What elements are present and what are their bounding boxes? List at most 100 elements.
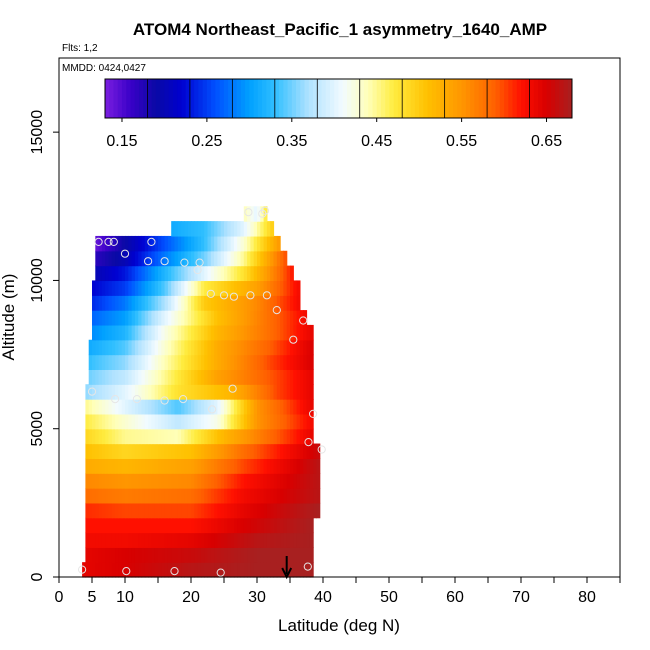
heatmap-cell bbox=[144, 413, 149, 430]
heatmap-cell bbox=[309, 532, 314, 548]
heatmap-cell bbox=[227, 488, 232, 504]
heatmap-cell bbox=[164, 428, 169, 445]
heatmap-cell bbox=[194, 324, 199, 341]
heatmap-cell bbox=[164, 532, 169, 548]
heatmap-cell bbox=[128, 384, 133, 400]
heatmap-cell bbox=[233, 517, 238, 534]
colorbar-swatch bbox=[185, 79, 191, 118]
heatmap-cell bbox=[144, 354, 149, 370]
heatmap-cell bbox=[158, 399, 162, 415]
heatmap-cell bbox=[243, 413, 248, 430]
colorbar-swatch bbox=[538, 79, 543, 118]
colorbar-swatch bbox=[414, 79, 420, 118]
heatmap-cell bbox=[138, 369, 143, 385]
heatmap-cell bbox=[128, 310, 133, 326]
heatmap-cell bbox=[276, 458, 281, 474]
heatmap-cell bbox=[270, 354, 275, 370]
heatmap-cell bbox=[306, 488, 311, 504]
heatmap-cell bbox=[128, 250, 133, 267]
heatmap-cell bbox=[187, 295, 192, 311]
heatmap-cell bbox=[309, 339, 314, 356]
heatmap-cell bbox=[134, 502, 139, 519]
heatmap-cell bbox=[290, 384, 294, 400]
heatmap-cell bbox=[121, 265, 126, 282]
heatmap-cell bbox=[280, 339, 284, 356]
heatmap-cell bbox=[230, 235, 235, 252]
heatmap-cell bbox=[111, 517, 116, 534]
heatmap-cell bbox=[224, 547, 228, 563]
heatmap-cell bbox=[286, 384, 291, 400]
plot-frame bbox=[58, 57, 621, 578]
heatmap-cell bbox=[233, 295, 238, 311]
heatmap-cell bbox=[197, 235, 202, 252]
heatmap-cell bbox=[224, 458, 228, 474]
heatmap-cell bbox=[134, 413, 139, 430]
heatmap-cell bbox=[299, 458, 304, 474]
heatmap-cell bbox=[227, 428, 232, 445]
heatmap-cell bbox=[187, 488, 192, 504]
heatmap-cell bbox=[290, 488, 294, 504]
heatmap-cell bbox=[309, 399, 314, 415]
heatmap-cell bbox=[171, 547, 176, 563]
colorbar-swatch bbox=[550, 79, 556, 118]
heatmap-cell bbox=[181, 413, 185, 430]
heatmap-cell bbox=[214, 458, 218, 474]
heatmap-cell bbox=[154, 413, 159, 430]
heatmap-cell bbox=[306, 443, 311, 459]
heatmap-cell bbox=[151, 517, 156, 534]
heatmap-cell bbox=[151, 310, 156, 326]
heatmap-cell bbox=[151, 413, 156, 430]
heatmap-cell bbox=[270, 547, 275, 563]
heatmap-cell bbox=[144, 547, 149, 563]
heatmap-cells bbox=[82, 206, 321, 578]
heatmap-cell bbox=[134, 488, 139, 504]
heatmap-cell bbox=[243, 399, 248, 415]
heatmap-cell bbox=[247, 443, 251, 459]
colorbar-swatch bbox=[504, 79, 509, 118]
heatmap-cell bbox=[151, 280, 156, 296]
colorbar-swatch bbox=[317, 79, 323, 118]
heatmap-cell bbox=[306, 354, 311, 370]
heatmap-cell bbox=[158, 473, 162, 489]
heatmap-cell bbox=[227, 369, 232, 385]
heatmap-cell bbox=[250, 339, 255, 356]
colorbar-swatch bbox=[436, 79, 441, 118]
heatmap-cell bbox=[243, 339, 248, 356]
heatmap-cell bbox=[108, 324, 113, 341]
heatmap-cell bbox=[131, 280, 136, 296]
heatmap-cell bbox=[286, 458, 291, 474]
sample-point bbox=[94, 237, 103, 246]
heatmap-cell bbox=[151, 324, 156, 341]
heatmap-cell bbox=[313, 502, 317, 519]
heatmap-cell bbox=[260, 488, 265, 504]
heatmap-cell bbox=[92, 310, 96, 326]
heatmap-cell bbox=[253, 413, 258, 430]
heatmap-cell bbox=[164, 413, 169, 430]
heatmap-cell bbox=[253, 399, 258, 415]
heatmap-cell bbox=[290, 562, 294, 578]
heatmap-cell bbox=[118, 532, 123, 548]
heatmap-cell bbox=[95, 280, 100, 296]
heatmap-cell bbox=[181, 502, 185, 519]
heatmap-cell bbox=[230, 443, 235, 459]
heatmap-cell bbox=[204, 473, 209, 489]
heatmap-cell bbox=[200, 295, 205, 311]
heatmap-cell bbox=[95, 562, 100, 578]
heatmap-cell bbox=[115, 354, 119, 370]
heatmap-cell bbox=[240, 384, 245, 400]
heatmap-cell bbox=[138, 473, 143, 489]
heatmap-cell bbox=[131, 488, 136, 504]
heatmap-cell bbox=[283, 488, 288, 504]
heatmap-cell bbox=[296, 458, 301, 474]
heatmap-cell bbox=[253, 250, 258, 267]
heatmap-cell bbox=[131, 384, 136, 400]
heatmap-cell bbox=[174, 413, 179, 430]
heatmap-cell bbox=[207, 354, 212, 370]
heatmap-cell bbox=[299, 324, 304, 341]
heatmap-cell bbox=[233, 458, 238, 474]
heatmap-cell bbox=[154, 369, 159, 385]
heatmap-cell bbox=[121, 532, 126, 548]
heatmap-cell bbox=[283, 517, 288, 534]
heatmap-cell bbox=[98, 488, 103, 504]
heatmap-cell bbox=[233, 384, 238, 400]
